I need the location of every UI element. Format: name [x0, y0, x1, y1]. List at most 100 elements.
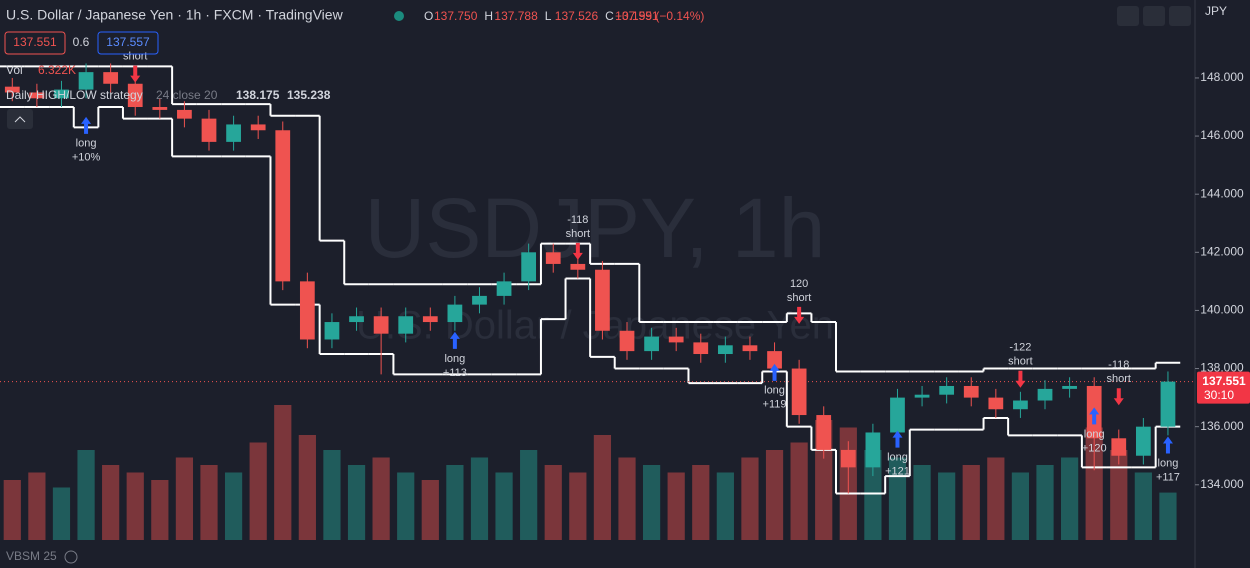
countdown: 30:10 [1204, 388, 1234, 402]
volume-bar [765, 450, 784, 540]
trade-label: long [444, 353, 465, 365]
long-arrow [1089, 407, 1100, 425]
trade-pnl: -118 [567, 214, 588, 226]
volume-bar [618, 457, 636, 540]
trade-pnl: +120 [1082, 442, 1107, 454]
candle-body [54, 89, 69, 99]
currency[interactable]: JPY [1205, 4, 1227, 18]
trade-pnl: +121 [885, 466, 910, 478]
volume-bar [1134, 472, 1152, 540]
toolbar-button[interactable] [1169, 6, 1191, 26]
toolbar-button[interactable] [1117, 6, 1139, 26]
collapse-icon [14, 116, 26, 123]
ohlc-value: 137.750 [434, 9, 478, 23]
candle-body [496, 281, 512, 296]
short-arrow [572, 242, 583, 260]
ohlc-key: C [605, 9, 614, 23]
candle-body [939, 385, 955, 395]
candle-body [299, 281, 315, 340]
volume-bar [446, 465, 464, 540]
ask[interactable]: 137.557 [106, 35, 150, 49]
trade-pnl: -118 [1108, 359, 1129, 371]
candle-body [29, 92, 45, 99]
candle-body [78, 72, 94, 90]
volume-bar [1036, 465, 1054, 540]
volume-bar [692, 465, 710, 540]
trade-label: short [1008, 356, 1032, 368]
volume-bar [642, 465, 661, 540]
candle-body [963, 385, 979, 398]
candle-body [890, 397, 905, 433]
volume-bar [28, 472, 46, 540]
volume-bar [372, 457, 390, 540]
volume-bar [520, 450, 538, 540]
volume-bar [716, 472, 734, 540]
candle-body [816, 415, 832, 450]
trade-label: long [887, 452, 908, 464]
volume-bar [962, 465, 980, 540]
candle-body [1160, 381, 1176, 427]
volume-bar [224, 472, 243, 540]
bid-box[interactable] [4, 31, 66, 55]
trade-pnl: +10% [72, 152, 101, 164]
volume-bar [495, 472, 513, 540]
candle-body [127, 83, 143, 108]
ohlc-key: H [484, 9, 493, 23]
trade-label: long [1158, 457, 1179, 469]
watermark: USDJPY, 1h [365, 181, 826, 275]
volume-bar [3, 480, 21, 540]
trade-pnl: +117 [1156, 471, 1180, 483]
ohlc-value: 137.788 [494, 9, 538, 23]
trade-label: long [764, 385, 785, 397]
trade-pnl: +113 [443, 367, 467, 379]
candle-body [570, 263, 586, 270]
ask-box[interactable] [97, 31, 159, 55]
status-dot [394, 11, 404, 21]
y-tick-label: 134.000 [1200, 477, 1244, 491]
long-arrow [449, 331, 460, 349]
y-tick-label: 146.000 [1200, 128, 1244, 142]
volume-bar [864, 450, 882, 540]
volume-bar [102, 465, 120, 540]
volume-bar [741, 457, 759, 540]
trade-label: short [123, 51, 147, 63]
short-arrow [1113, 388, 1124, 406]
long-arrow [81, 116, 92, 134]
trade-label: long [1084, 428, 1105, 440]
candle-body [349, 316, 364, 323]
candle-body [767, 351, 782, 369]
volume-bar [397, 472, 415, 540]
short-arrow [130, 65, 141, 83]
short-arrow [794, 306, 805, 324]
volume-bar [298, 435, 316, 540]
header: U.S. Dollar / Japanese Yen · 1h · FXCM ·… [4, 6, 1191, 564]
indicator-label: VBSM 25 [6, 549, 57, 563]
candle-body [472, 295, 487, 305]
volume-bar [274, 405, 292, 540]
strategy-params: 24 close 20 [156, 88, 218, 102]
volume-bar [52, 487, 71, 540]
trade-pnl: +119 [763, 399, 787, 411]
visibility-icon[interactable] [64, 550, 78, 564]
volume-value: 6.322K [38, 63, 76, 77]
candle-body [521, 252, 537, 282]
volume-bar [569, 472, 587, 540]
candle-body [1013, 400, 1028, 410]
candle-body [693, 342, 709, 355]
volume-bar [126, 472, 144, 540]
collapse-button[interactable] [7, 109, 33, 129]
y-tick-label: 138.000 [1200, 361, 1244, 375]
volume-bar [1011, 472, 1030, 540]
candle-body [717, 345, 733, 355]
candle-body [1062, 385, 1077, 389]
trade-label: short [566, 228, 590, 240]
y-tick-label: 136.000 [1200, 419, 1244, 433]
volume-bar [790, 442, 808, 540]
y-tick-label: 140.000 [1200, 303, 1244, 317]
volume-bar [1110, 450, 1128, 540]
toolbar-button[interactable] [1143, 6, 1165, 26]
bid[interactable]: 137.551 [13, 35, 57, 49]
candle-body [103, 72, 119, 84]
last-price-tag [1197, 371, 1250, 404]
